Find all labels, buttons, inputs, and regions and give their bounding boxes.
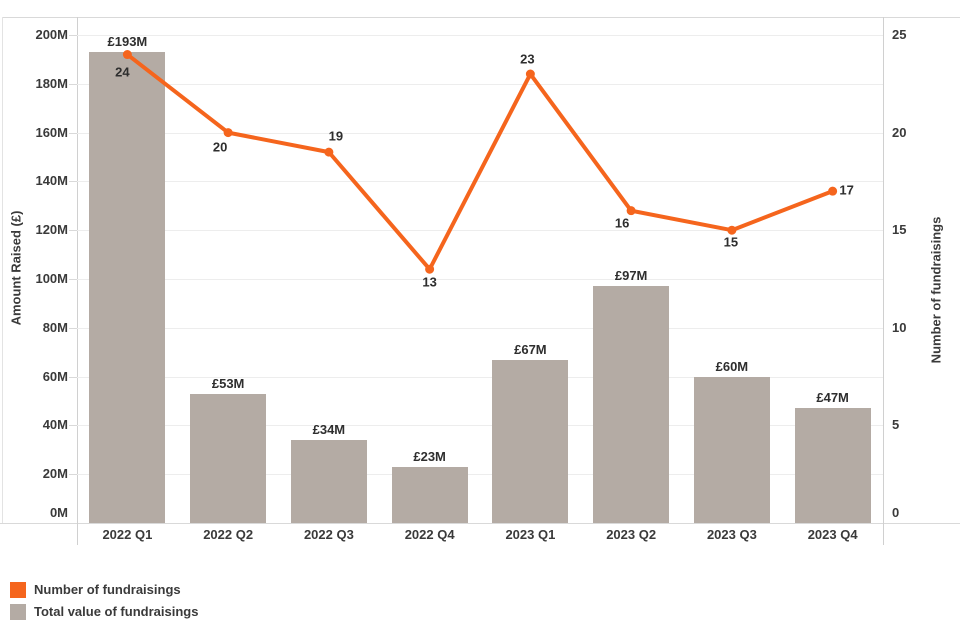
x-axis-category-label: 2022 Q1 [102, 527, 153, 542]
gridline [77, 132, 883, 134]
line-value-label: 15 [723, 234, 739, 250]
gridline [77, 230, 883, 232]
gridline [77, 83, 883, 85]
left-axis-tick-label: 60M [42, 368, 68, 384]
x-axis-baseline [0, 523, 960, 524]
left-axis-tick-label: 160M [35, 124, 68, 140]
legend-swatch-icon [10, 582, 26, 598]
left-axis-tick-label: 200M [35, 27, 68, 42]
left-tick-mark [69, 230, 77, 232]
left-tick-mark [69, 132, 77, 134]
chart-top-border [2, 17, 960, 18]
left-tick-mark [69, 279, 77, 280]
right-axis-tick-label: 25 [892, 27, 907, 42]
left-tick-mark [69, 376, 77, 378]
left-axis-tick-label: 140M [35, 173, 68, 189]
legend: Number of fundraisings Total value of fun… [10, 582, 198, 626]
right-axis-tick-label: 20 [892, 124, 907, 140]
left-axis-tick-label: 100M [35, 271, 68, 286]
gridline [77, 35, 883, 36]
gridline [77, 327, 883, 329]
line-value-label: 17 [839, 182, 854, 198]
left-axis-tick-label: 0M [49, 505, 68, 520]
bar-2023-q2[interactable] [593, 286, 670, 523]
right-axis-title: Number of fundraisings [928, 216, 944, 364]
line-point-2022-q4[interactable] [425, 264, 435, 274]
legend-item-line[interactable]: Number of fundraisings [10, 582, 198, 598]
left-axis-tick-label: 80M [42, 319, 68, 335]
left-tick-mark [69, 83, 77, 85]
x-axis-category-label: 2022 Q2 [203, 527, 254, 542]
left-tick-mark [69, 327, 77, 329]
gridline [77, 279, 883, 280]
left-tick-mark [69, 35, 77, 36]
line-value-label: 23 [520, 51, 535, 67]
plot-left-axis-line [77, 17, 78, 545]
chart-left-border [2, 17, 3, 523]
line-value-label: 19 [328, 128, 344, 144]
left-axis-title: Amount Raised (£) [8, 210, 24, 326]
bar-value-label: £23M [413, 448, 446, 464]
line-value-label: 24 [115, 64, 130, 80]
bar-value-label: £34M [312, 422, 346, 438]
bar-value-label: £193M [107, 34, 148, 50]
bar-value-label: £67M [514, 341, 547, 357]
right-axis-tick-label: 5 [892, 417, 900, 433]
left-axis-tick-label: 20M [42, 466, 68, 482]
left-tick-mark [69, 181, 77, 183]
line-value-label: 13 [422, 274, 437, 290]
line-point-2023-q1[interactable] [525, 69, 535, 79]
line-value-label: 20 [212, 139, 228, 155]
right-axis-tick-label: 0 [892, 505, 900, 520]
line-point-2022-q3[interactable] [324, 147, 334, 157]
x-axis-category-label: 2022 Q3 [303, 527, 354, 542]
left-axis-tick-label: 40M [42, 417, 68, 433]
bar-value-label: £97M [614, 268, 648, 284]
bar-2022-q1[interactable] [89, 52, 166, 523]
bar-2022-q4[interactable] [391, 466, 468, 523]
right-axis-tick-label: 15 [892, 222, 907, 238]
bar-value-label: £47M [816, 390, 849, 406]
legend-item-bars[interactable]: Total value of fundraisings [10, 604, 198, 620]
x-axis-category-label: 2023 Q3 [706, 527, 757, 542]
left-axis-tick-label: 180M [35, 75, 68, 91]
gridline [77, 376, 883, 378]
gridline [77, 425, 883, 427]
bar-2023-q3[interactable] [693, 376, 770, 523]
x-axis-category-label: 2023 Q1 [505, 527, 556, 542]
bar-value-label: £60M [715, 358, 749, 374]
line-point-2023-q2[interactable] [626, 206, 636, 216]
x-axis-category-label: 2023 Q4 [807, 527, 858, 542]
x-axis-category-label: 2023 Q2 [606, 527, 657, 542]
left-axis-tick-label: 120M [35, 222, 68, 238]
bar-2022-q2[interactable] [190, 393, 267, 523]
x-axis-category-label: 2022 Q4 [404, 527, 455, 542]
gridline [77, 474, 883, 476]
left-tick-mark [69, 425, 77, 427]
line-point-2023-q4[interactable] [828, 186, 838, 196]
bar-2023-q4[interactable] [794, 408, 871, 523]
left-tick-mark [69, 474, 77, 476]
bar-value-label: £53M [211, 375, 245, 391]
right-axis-tick-label: 10 [892, 319, 907, 335]
gridline [77, 181, 883, 183]
legend-swatch-icon [10, 604, 26, 620]
bar-2023-q1[interactable] [492, 359, 569, 523]
bar-2022-q3[interactable] [290, 440, 367, 523]
legend-item-label: Total value of fundraisings [34, 604, 199, 619]
legend-item-label: Number of fundraisings [34, 582, 181, 597]
line-value-label: 16 [614, 215, 630, 231]
plot-right-axis-line [883, 17, 884, 545]
